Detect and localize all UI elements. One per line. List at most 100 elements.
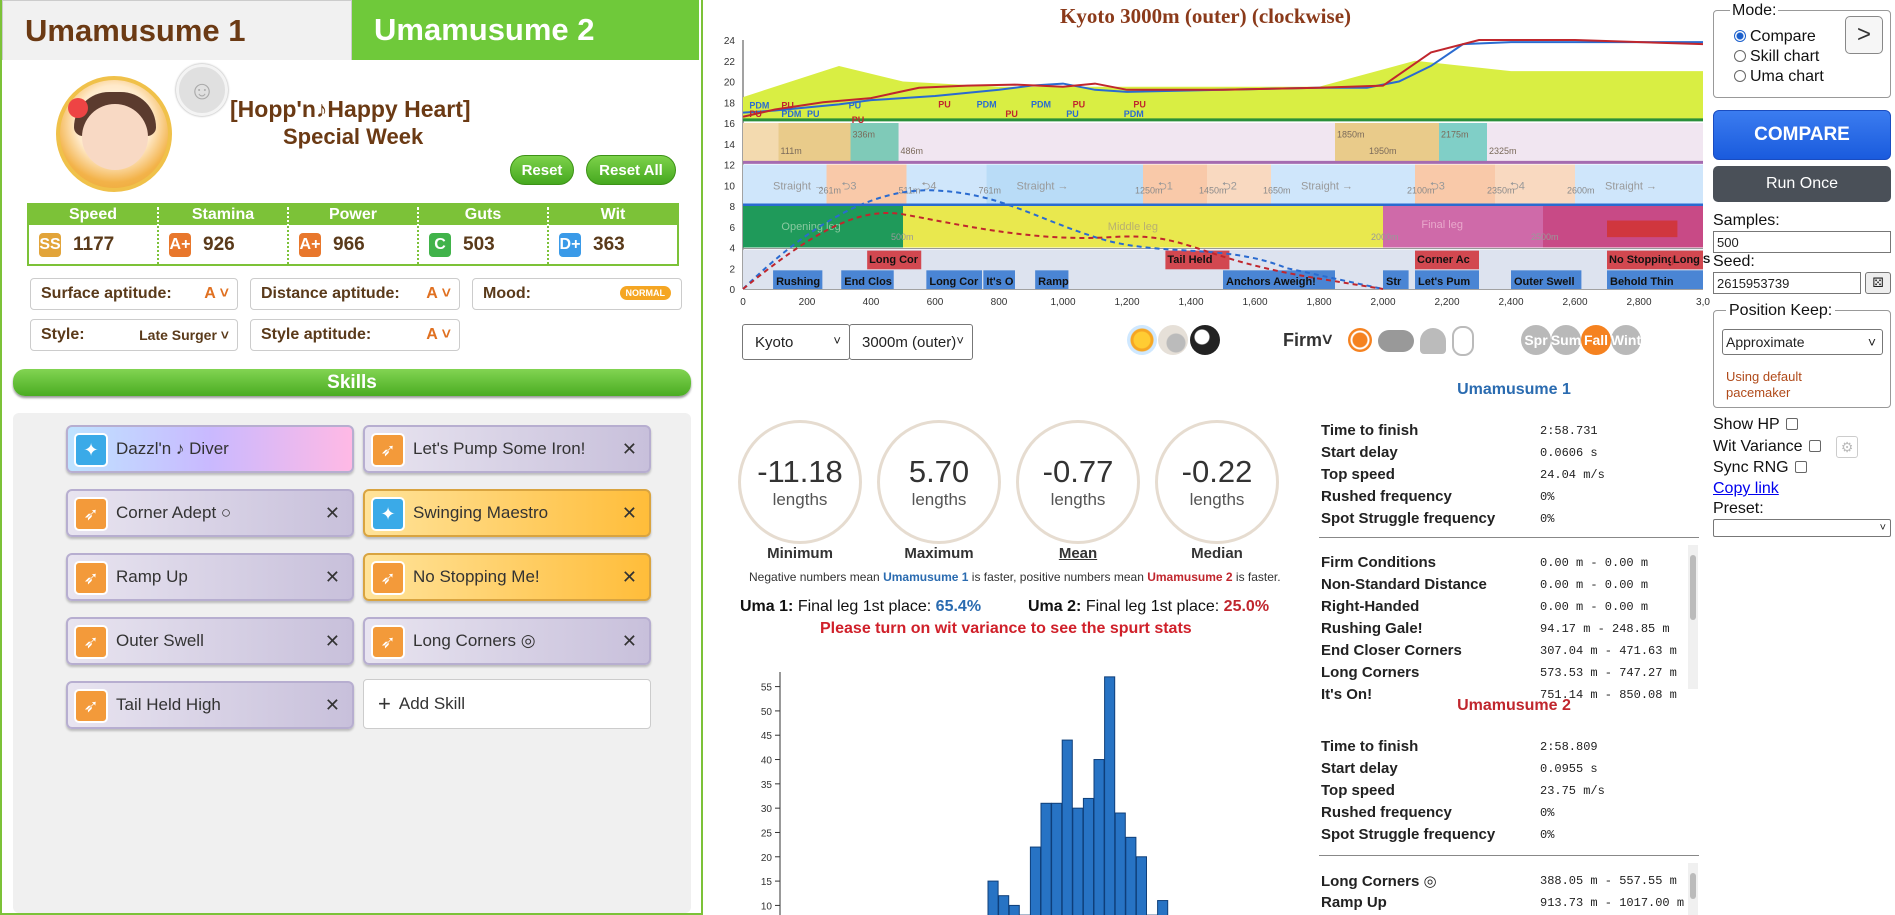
mode-uma-chart-radio[interactable]: Uma chart xyxy=(1734,68,1824,86)
settings-gear-icon[interactable]: ⚙ xyxy=(1836,436,1858,458)
stat-value-cell[interactable]: C 503 xyxy=(419,225,547,264)
uma1-skill-label: Let's Pum xyxy=(1418,276,1470,288)
chevron-down-icon: ˅ xyxy=(956,333,964,348)
copy-link[interactable]: Copy link xyxy=(1713,480,1779,497)
uma1-skill-bar xyxy=(1415,270,1479,289)
compare-button[interactable]: COMPARE xyxy=(1713,110,1891,160)
skill-card[interactable]: ➶ Long Corners ◎ ✕ xyxy=(363,617,651,665)
pace-marker-label: PU xyxy=(938,99,951,109)
season-sum-icon[interactable]: Sum xyxy=(1551,325,1581,355)
seed-input[interactable]: 2615953739 xyxy=(1713,272,1861,294)
tab-umamusume-1[interactable]: Umamusume 1 xyxy=(2,0,352,60)
night-weather-icon[interactable] xyxy=(1190,325,1220,355)
remove-skill-icon[interactable]: ✕ xyxy=(621,631,637,651)
uma1-skill-bar xyxy=(983,270,1015,289)
character-avatar[interactable] xyxy=(56,76,172,192)
track-segment xyxy=(826,164,907,206)
stat-value-cell[interactable]: D+ 363 xyxy=(549,225,677,264)
summary-label: Maximum xyxy=(904,545,974,562)
remove-skill-icon[interactable]: ✕ xyxy=(324,503,340,523)
reset-button[interactable]: Reset xyxy=(510,155,574,185)
remove-skill-icon[interactable]: ✕ xyxy=(324,631,340,651)
style-aptitude-select[interactable]: Style aptitude: A ˅ xyxy=(250,319,460,351)
uma-face-icon[interactable]: ☺ xyxy=(176,64,228,116)
wit-variance-toggle[interactable]: Wit Variance xyxy=(1713,438,1821,456)
sync-rng-toggle[interactable]: Sync RNG xyxy=(1713,459,1807,477)
remove-skill-icon[interactable]: ✕ xyxy=(324,567,340,587)
style-aptitude-label: Style aptitude: xyxy=(261,326,372,343)
season-fall-icon[interactable]: Fall xyxy=(1581,325,1611,355)
skill-card[interactable]: ✦ Dazzl'n ♪ Diver xyxy=(66,425,354,473)
ground-select[interactable]: Firm˅ xyxy=(1283,330,1333,350)
tab-umamusume-2[interactable]: Umamusume 2 xyxy=(352,0,699,60)
rain-icon[interactable] xyxy=(1420,328,1446,354)
slope-distance-label: 1850m xyxy=(1337,130,1365,140)
run-once-button[interactable]: Run Once xyxy=(1713,166,1891,202)
scrollbar-thumb[interactable] xyxy=(1690,555,1696,620)
skill-card[interactable]: ➶ Tail Held High ✕ xyxy=(66,681,354,729)
show-hp-toggle[interactable]: Show HP xyxy=(1713,416,1798,434)
uma1-skill-label: Str xyxy=(1386,276,1402,288)
sun-icon[interactable] xyxy=(1348,328,1372,352)
skill-card[interactable]: ➶ Ramp Up ✕ xyxy=(66,553,354,601)
pace-marker-label: PU xyxy=(849,100,862,110)
remove-skill-icon[interactable]: ✕ xyxy=(621,567,637,587)
uma2-skill-label: Long Cor xyxy=(869,254,919,266)
surface-aptitude-select[interactable]: Surface aptitude: A ˅ xyxy=(30,278,238,310)
dice-icon[interactable]: ⚄ xyxy=(1865,272,1891,294)
x-tick-label: 0 xyxy=(740,297,746,308)
skill-card[interactable]: ✦ Swinging Maestro ✕ xyxy=(363,489,651,537)
skill-card[interactable]: ➶ Corner Adept ○ ✕ xyxy=(66,489,354,537)
samples-input[interactable]: 500 xyxy=(1713,231,1891,253)
x-tick-label: 1,800 xyxy=(1306,297,1331,308)
style-select[interactable]: Style: Late Surger ˅ xyxy=(30,319,238,351)
reset-all-button[interactable]: Reset All xyxy=(586,155,676,185)
slope-band xyxy=(743,123,1703,162)
uma1-skill-label: Rushing xyxy=(776,276,820,288)
stat-value-cell[interactable]: A+ 966 xyxy=(289,225,417,264)
summary-label[interactable]: Mean xyxy=(1058,545,1098,562)
pace-marker-label: PU xyxy=(852,115,865,125)
distance-aptitude-select[interactable]: Distance aptitude: A ˅ xyxy=(250,278,460,310)
uma1-skill-label: Behold Thin xyxy=(1610,276,1674,288)
result-value: 2:58.731 xyxy=(1540,424,1598,438)
summary-mean-circle: -0.77 lengths xyxy=(1016,420,1140,544)
season-wint-icon[interactable]: Wint xyxy=(1611,325,1641,355)
y-tick-label: 14 xyxy=(724,140,736,151)
mode-skill-chart-radio[interactable]: Skill chart xyxy=(1734,48,1819,66)
histogram-bar xyxy=(1072,807,1084,915)
cloud-icon[interactable] xyxy=(1378,330,1414,352)
mood-select[interactable]: Mood: NORMAL xyxy=(472,278,682,310)
mode-compare-radio[interactable]: Compare xyxy=(1734,28,1816,46)
remove-skill-icon[interactable]: ✕ xyxy=(621,503,637,523)
scrollbar-thumb[interactable] xyxy=(1690,873,1696,899)
cloudy-weather-icon[interactable] xyxy=(1158,325,1188,355)
add-skill-button[interactable]: + Add Skill xyxy=(363,679,651,729)
remove-skill-icon[interactable]: ✕ xyxy=(621,439,637,459)
stat-value-cell[interactable]: A+ 926 xyxy=(159,225,287,264)
skill-activation-range: 913.73 m - 1017.00 m xyxy=(1540,896,1685,910)
wit-variance-warning: Please turn on wit variance to see the s… xyxy=(820,620,1192,637)
next-tab-button[interactable]: > xyxy=(1845,16,1883,54)
uma-tabs: Umamusume 1 Umamusume 2 xyxy=(2,0,699,60)
preset-select[interactable]: ˅ xyxy=(1713,519,1891,537)
uma2-hp-curve xyxy=(742,212,1384,290)
runner-icon: ➶ xyxy=(371,433,405,467)
skill-card[interactable]: ➶ Outer Swell ✕ xyxy=(66,617,354,665)
checkbox-icon xyxy=(1794,461,1807,473)
season-spr-icon[interactable]: Spr xyxy=(1521,325,1551,355)
skill-activation-label: Non-Standard Distance xyxy=(1321,576,1487,593)
skill-card[interactable]: ➶ Let's Pump Some Iron! ✕ xyxy=(363,425,651,473)
distance-select[interactable]: 3000m (outer) ˅ xyxy=(849,324,973,360)
sunny-weather-icon[interactable] xyxy=(1127,325,1157,355)
remove-skill-icon[interactable]: ✕ xyxy=(324,695,340,715)
course-select[interactable]: Kyoto ˅ xyxy=(742,324,850,360)
stat-value-cell[interactable]: SS 1177 xyxy=(29,225,157,264)
skill-card[interactable]: ➶ No Stopping Me! ✕ xyxy=(363,553,651,601)
skill-activation-range: 0.00 m - 0.00 m xyxy=(1540,600,1649,614)
stat-value: 926 xyxy=(203,233,235,255)
snow-icon[interactable] xyxy=(1452,326,1474,356)
position-keep-select[interactable]: Approximate ˅ xyxy=(1722,329,1883,355)
histogram-bar xyxy=(1157,900,1169,915)
